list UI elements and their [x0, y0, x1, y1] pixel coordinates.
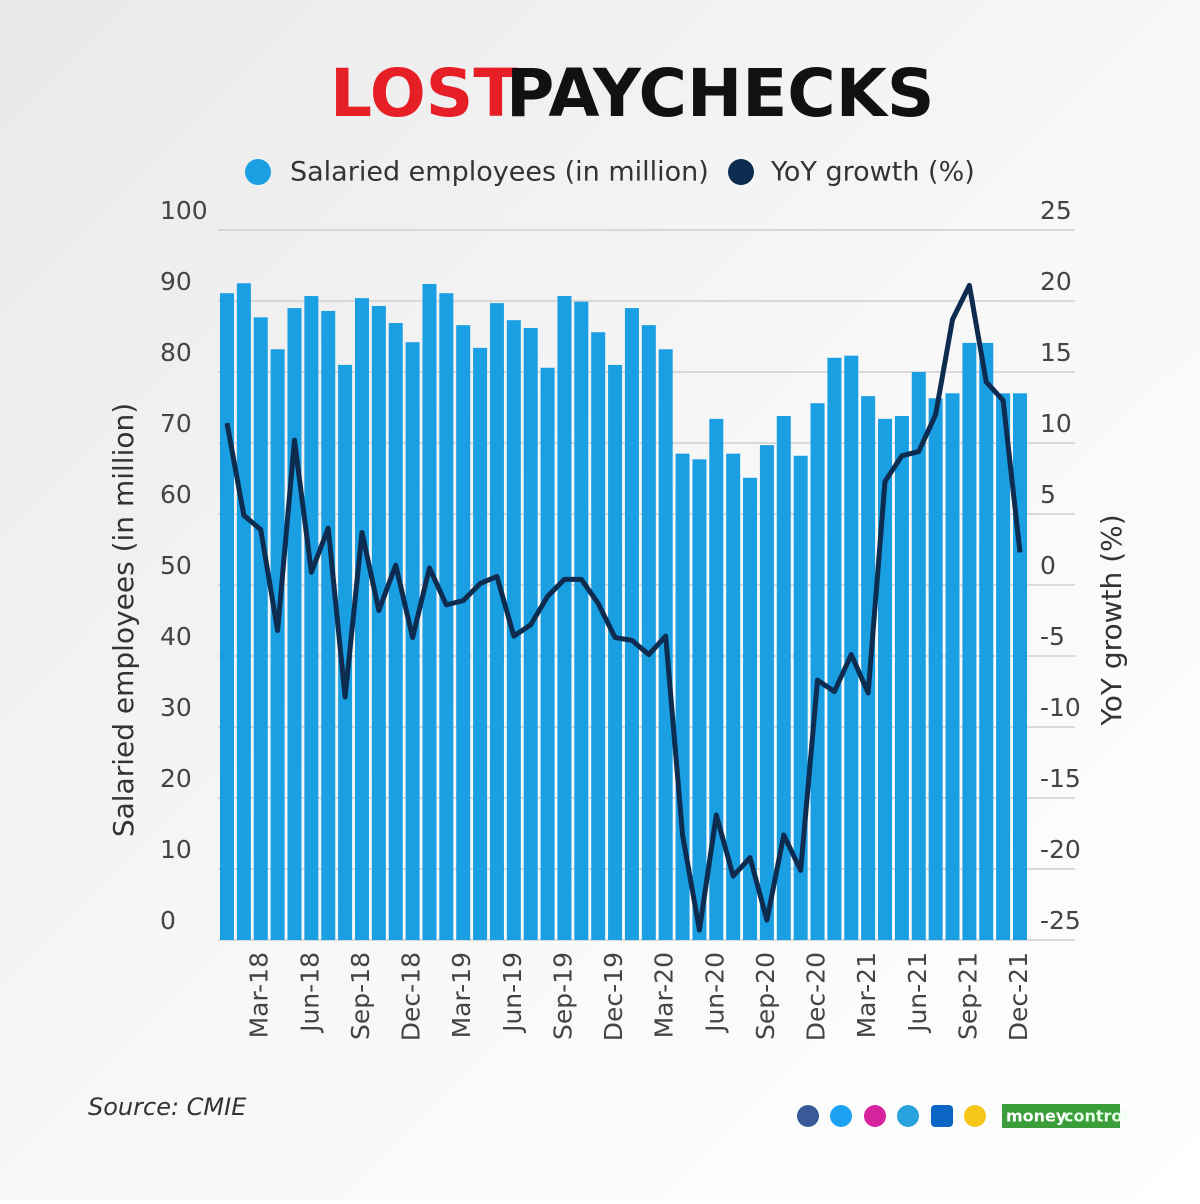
- x-tick-label: Sep-18: [346, 952, 375, 1040]
- x-tick-label: Jun-20: [700, 952, 729, 1034]
- bar: [844, 355, 859, 940]
- y-tick-label: 40: [160, 622, 192, 651]
- x-tick-label: Mar-18: [245, 952, 274, 1038]
- bar: [439, 293, 454, 940]
- brand-text: control: [1064, 1107, 1128, 1126]
- bar: [894, 416, 909, 940]
- bar: [422, 283, 437, 941]
- brand-text: money: [1006, 1107, 1067, 1126]
- y2-tick-label: 25: [1040, 196, 1072, 225]
- y-tick-label: 10: [160, 835, 192, 864]
- x-tick-label: Dec-19: [599, 952, 628, 1041]
- bar: [608, 364, 623, 940]
- y-axis-label: Salaried employees (in million): [107, 403, 140, 837]
- bar: [1013, 393, 1027, 940]
- bar: [253, 317, 268, 941]
- x-tick-label: Dec-18: [397, 952, 426, 1041]
- y2-tick-label: -25: [1040, 906, 1081, 935]
- y-tick-label: 50: [160, 551, 192, 580]
- bar: [236, 283, 251, 940]
- y2-tick-label: 5: [1040, 480, 1056, 509]
- x-tick-label: Mar-19: [447, 952, 476, 1038]
- brand-logo: [1002, 1104, 1120, 1128]
- bar: [220, 293, 234, 940]
- bar: [523, 327, 538, 941]
- y2-axis-label: YoY growth (%): [1095, 514, 1128, 726]
- y-tick-label: 80: [160, 338, 192, 367]
- bar: [270, 349, 285, 940]
- x-tick-label: Jun-18: [295, 952, 324, 1034]
- bar: [574, 301, 589, 941]
- bar: [624, 308, 639, 941]
- x-tick-label: Jun-21: [903, 952, 932, 1034]
- bar: [591, 332, 606, 940]
- bar: [911, 372, 926, 940]
- y2-tick-label: 20: [1040, 267, 1072, 296]
- bar: [388, 323, 403, 940]
- y2-tick-label: -5: [1040, 622, 1065, 651]
- y2-tick-label: -10: [1040, 693, 1081, 722]
- x-tick-label: Sep-19: [548, 952, 577, 1040]
- social-icons: [797, 1105, 986, 1127]
- bar: [945, 393, 960, 940]
- bar: [321, 310, 336, 940]
- x-tick-label: Sep-21: [953, 952, 982, 1040]
- bar: [928, 398, 943, 940]
- source: Source: CMIE: [88, 1093, 247, 1121]
- x-tick-label: Mar-20: [650, 952, 679, 1038]
- bar: [540, 367, 555, 940]
- y-tick-label: 90: [160, 267, 192, 296]
- y2-tick-label: 0: [1040, 551, 1056, 580]
- legend-swatch: [728, 159, 754, 185]
- bar: [456, 325, 471, 940]
- y2-tick-label: 10: [1040, 409, 1072, 438]
- bar: [287, 308, 302, 941]
- x-tick-label: Mar-21: [852, 952, 881, 1038]
- y2-tick-label: 15: [1040, 338, 1072, 367]
- y2-tick-label: -15: [1040, 764, 1081, 793]
- bar: [709, 418, 724, 940]
- x-tick-label: Sep-20: [751, 952, 780, 1040]
- bar: [473, 347, 488, 940]
- y2-tick-label: -20: [1040, 835, 1081, 864]
- legend-swatch: [245, 159, 271, 185]
- bar: [338, 364, 353, 940]
- y-tick-label: 100: [160, 196, 208, 225]
- bar: [354, 298, 369, 940]
- bar: [996, 393, 1011, 940]
- bar: [489, 303, 504, 940]
- title: PAYCHECKS: [506, 55, 934, 132]
- bar: [405, 342, 420, 940]
- bar: [776, 416, 791, 940]
- x-tick-label: Dec-21: [1004, 952, 1033, 1041]
- y-tick-label: 60: [160, 480, 192, 509]
- bar: [557, 296, 572, 940]
- y-tick-label: 70: [160, 409, 192, 438]
- bar: [726, 453, 741, 940]
- bar: [371, 305, 386, 941]
- bar: [641, 325, 656, 940]
- title-red: LOST: [330, 55, 518, 132]
- bar: [810, 403, 825, 940]
- line: [224, 282, 1023, 933]
- legend-label: Salaried employees (in million): [290, 157, 709, 188]
- bar: [759, 445, 774, 940]
- bar: [979, 342, 994, 940]
- bar: [304, 296, 319, 940]
- bar: [962, 342, 977, 940]
- y-tick-label: 30: [160, 693, 192, 722]
- x-tick-label: Dec-20: [802, 952, 831, 1041]
- bar: [743, 477, 758, 940]
- y-tick-label: 20: [160, 764, 192, 793]
- bar: [827, 357, 842, 940]
- legend-label: YoY growth (%): [770, 157, 975, 188]
- y-tick-label: 0: [160, 906, 176, 935]
- x-tick-label: Jun-19: [498, 952, 527, 1034]
- bar: [692, 459, 707, 940]
